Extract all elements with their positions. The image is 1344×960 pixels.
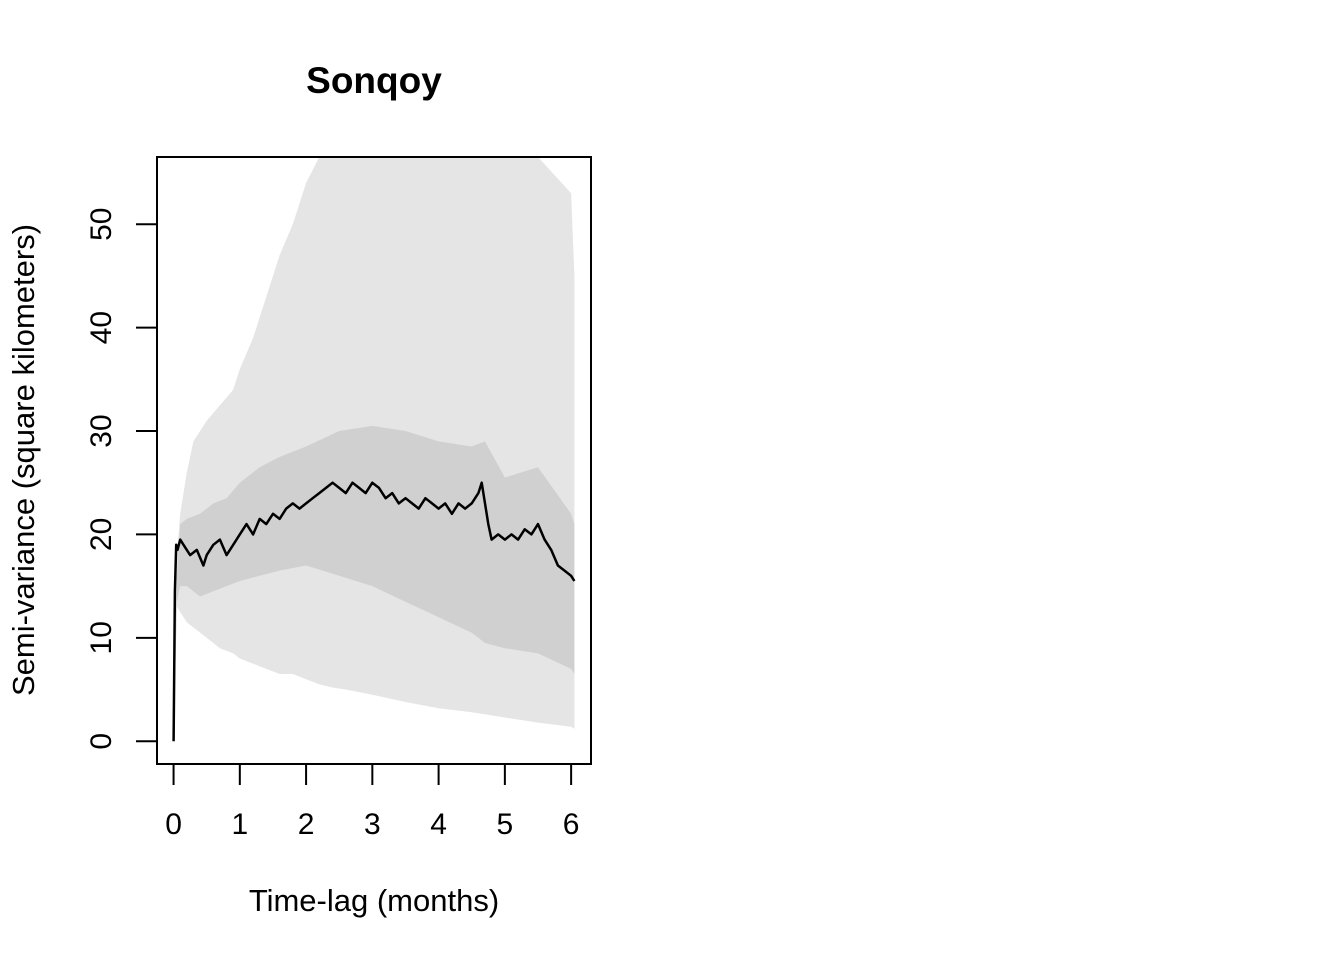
x-tick-label: 2 <box>298 808 315 841</box>
x-tick-label: 0 <box>165 808 182 841</box>
x-axis: 0 1 2 3 4 5 6 <box>165 763 580 841</box>
semi-variance-line-layer <box>172 481 576 742</box>
inner-confidence-band <box>173 425 575 742</box>
y-axis: 0 10 20 30 40 50 <box>85 208 158 750</box>
x-tick-label: 5 <box>497 808 514 841</box>
y-axis-label: Semi-variance (square kilometers) <box>6 224 41 696</box>
y-tick-label: 10 <box>85 621 118 654</box>
y-tick-label: 0 <box>85 733 118 750</box>
y-tick-label: 30 <box>85 414 118 447</box>
x-tick-label: 6 <box>563 808 580 841</box>
y-tick-label: 50 <box>85 208 118 241</box>
chart-title: Sonqoy <box>306 60 442 101</box>
x-tick-label: 3 <box>364 808 381 841</box>
x-tick-label: 4 <box>430 808 447 841</box>
x-axis-label: Time-lag (months) <box>249 883 499 918</box>
y-tick-label: 20 <box>85 518 118 551</box>
confidence-bands <box>173 157 575 742</box>
semi-variance-line <box>172 481 576 742</box>
x-tick-label: 1 <box>231 808 248 841</box>
y-tick-label: 40 <box>85 311 118 344</box>
